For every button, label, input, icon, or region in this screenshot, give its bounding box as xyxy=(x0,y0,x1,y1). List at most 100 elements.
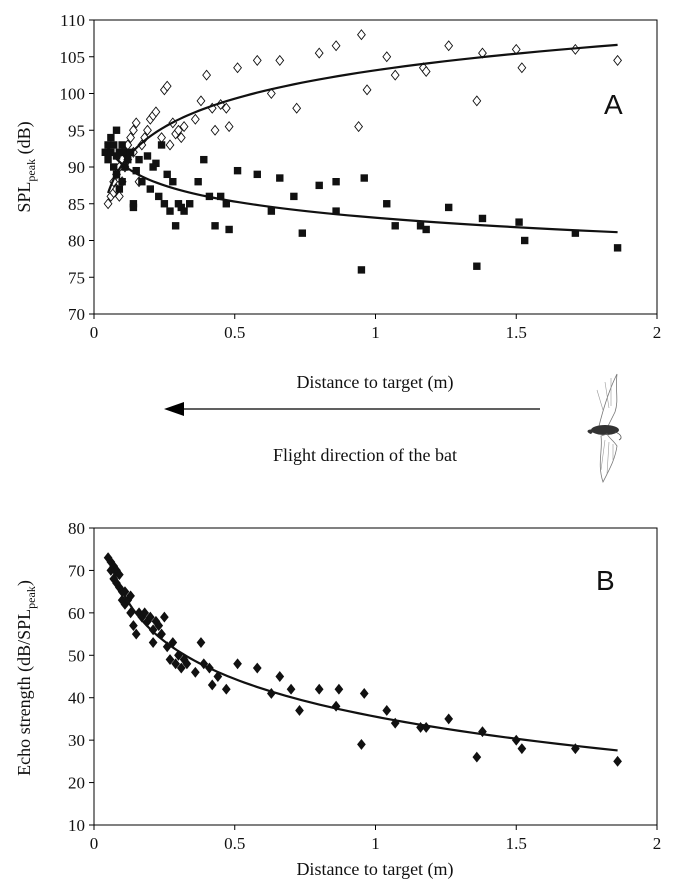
data-point-square xyxy=(571,229,580,237)
data-point-diamond xyxy=(140,607,150,619)
x-tick-label: 2 xyxy=(653,323,662,342)
data-point-square xyxy=(222,200,231,208)
x-axis-label-b: Distance to target (m) xyxy=(296,859,453,880)
data-point-open-diamond xyxy=(126,132,136,144)
data-point-open-diamond xyxy=(275,54,285,66)
x-tick-label: 1 xyxy=(371,323,380,342)
y-tick-label: 110 xyxy=(60,11,85,30)
data-point-open-diamond xyxy=(390,69,400,81)
data-point-diamond xyxy=(182,658,192,670)
trend-line xyxy=(107,553,618,752)
trend-line xyxy=(107,43,618,194)
x-tick-label: 0.5 xyxy=(224,834,245,853)
x-tick-label: 1.5 xyxy=(506,834,527,853)
data-point-diamond xyxy=(613,755,622,767)
y-axis-label-a: SPLpeak (dB) xyxy=(14,121,38,212)
data-point-square xyxy=(290,192,298,201)
data-point-diamond xyxy=(131,628,141,640)
y-tick-label: 50 xyxy=(68,646,85,665)
panel-label-b: B xyxy=(596,565,615,596)
data-point-diamond xyxy=(129,620,138,632)
data-point-diamond xyxy=(221,683,231,695)
flight-direction: Flight direction of the bat xyxy=(164,373,622,484)
y-tick-label: 100 xyxy=(60,85,86,104)
data-point-square xyxy=(383,200,391,208)
plot-frame-b xyxy=(93,527,658,826)
data-point-square xyxy=(129,203,138,212)
data-point-square xyxy=(155,192,163,201)
data-point-square xyxy=(233,166,242,175)
data-point-open-diamond xyxy=(224,121,234,133)
data-point-square xyxy=(110,163,118,171)
data-point-square xyxy=(315,181,323,190)
data-point-open-diamond xyxy=(354,121,364,133)
y-tick-label: 80 xyxy=(68,519,85,538)
data-point-square xyxy=(121,148,129,156)
data-point-diamond xyxy=(171,658,180,670)
x-tick-label: 1.5 xyxy=(506,323,527,342)
data-point-square xyxy=(152,159,160,168)
x-tick-label: 2 xyxy=(653,834,662,853)
data-point-open-diamond xyxy=(292,102,302,114)
data-point-diamond xyxy=(444,713,454,725)
data-point-diamond xyxy=(252,662,262,674)
x-axis-label-a: Distance to target (m) xyxy=(296,372,453,393)
data-point-open-diamond xyxy=(176,132,186,144)
data-point-open-diamond xyxy=(221,102,231,114)
y-tick-label: 80 xyxy=(68,232,85,251)
data-point-square xyxy=(101,148,109,156)
data-point-diamond xyxy=(126,590,135,602)
data-point-square xyxy=(146,185,154,193)
data-point-diamond xyxy=(517,743,527,755)
data-point-diamond xyxy=(207,679,217,691)
data-point-square xyxy=(157,141,166,149)
data-point-square xyxy=(163,170,171,179)
data-point-diamond xyxy=(196,637,206,648)
y-tick-label: 70 xyxy=(68,561,85,580)
data-point-diamond xyxy=(160,611,169,623)
data-point-square xyxy=(132,166,140,175)
data-point-diamond xyxy=(148,637,158,648)
data-point-square xyxy=(332,178,340,186)
data-point-diamond xyxy=(314,683,324,695)
y-tick-label: 70 xyxy=(68,305,85,324)
data-point-open-diamond xyxy=(362,84,372,96)
data-point-diamond xyxy=(421,721,431,733)
data-point-open-diamond xyxy=(114,190,124,202)
y-tick-label: 95 xyxy=(68,121,85,140)
data-point-square xyxy=(107,133,115,142)
x-tick-label: 1 xyxy=(371,834,380,853)
bat-silhouette-icon xyxy=(587,373,622,484)
data-point-open-diamond xyxy=(131,117,141,129)
data-point-diamond xyxy=(114,569,124,581)
data-point-square xyxy=(391,222,399,230)
data-point-open-diamond xyxy=(210,124,220,136)
data-point-diamond xyxy=(472,751,482,763)
y-tick-label: 75 xyxy=(68,268,85,287)
data-point-open-diamond xyxy=(151,106,161,118)
data-point-square xyxy=(216,192,225,201)
y-tick-label: 60 xyxy=(68,604,85,623)
data-point-square xyxy=(360,174,368,182)
data-point-square xyxy=(115,185,124,193)
data-point-square xyxy=(253,170,261,179)
trend-line xyxy=(104,142,618,234)
data-point-square xyxy=(104,141,112,149)
data-point-diamond xyxy=(357,738,366,750)
data-point-open-diamond xyxy=(517,62,527,74)
y-axis-label-b: Echo strength (dB/SPLpeak) xyxy=(14,580,38,776)
y-tick-label: 90 xyxy=(68,158,85,177)
data-point-open-diamond xyxy=(233,62,242,74)
data-point-square xyxy=(110,141,118,149)
data-point-square xyxy=(225,225,233,234)
data-point-open-diamond xyxy=(472,95,482,107)
data-point-square xyxy=(473,262,481,270)
data-point-diamond xyxy=(165,654,175,665)
data-point-diamond xyxy=(275,671,285,682)
data-point-square xyxy=(298,229,307,237)
data-point-square xyxy=(180,207,188,215)
y-tick-label: 40 xyxy=(68,689,85,708)
data-point-square xyxy=(118,178,126,186)
data-point-square xyxy=(194,178,202,186)
data-point-square xyxy=(444,203,453,212)
